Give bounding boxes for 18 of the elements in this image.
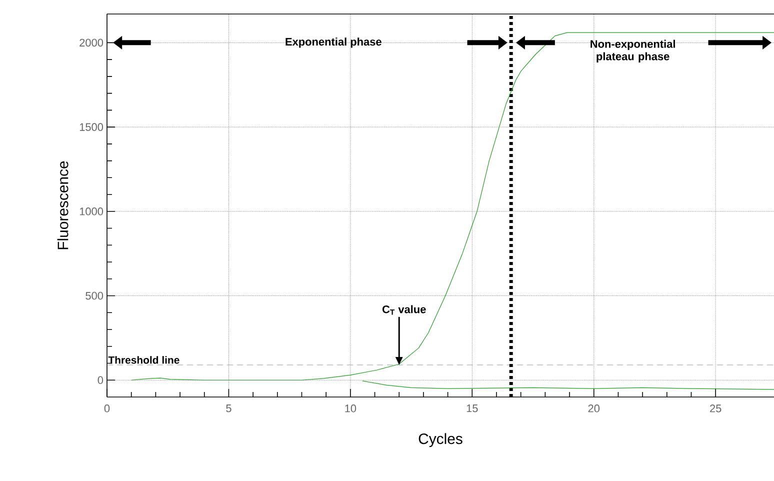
annotation: Exponential phase <box>286 38 382 48</box>
y-tick-label: 1000 <box>80 208 104 216</box>
y-tick-label: 500 <box>86 292 104 300</box>
x-tick-label: 5 <box>226 404 232 412</box>
x-tick-label: 20 <box>588 404 600 412</box>
line-series <box>362 380 774 390</box>
x-tick-label: 15 <box>466 404 478 412</box>
x-tick-label: 25 <box>710 404 722 412</box>
ref-line-label: Threshold line <box>108 356 180 364</box>
x-tick-label: 0 <box>104 404 110 412</box>
y-tick-label: 1500 <box>80 123 104 131</box>
x-tick-label: 10 <box>345 404 356 412</box>
y-axis-title: Fluorescence <box>57 161 68 250</box>
annotation: C$_{T}$ value <box>382 305 426 315</box>
annotation: Non-exponential plateau phase <box>590 40 675 62</box>
y-tick-label: 2000 <box>80 38 104 47</box>
x-axis-title: Cycles <box>418 433 462 448</box>
y-tick-label: 0 <box>98 376 104 384</box>
